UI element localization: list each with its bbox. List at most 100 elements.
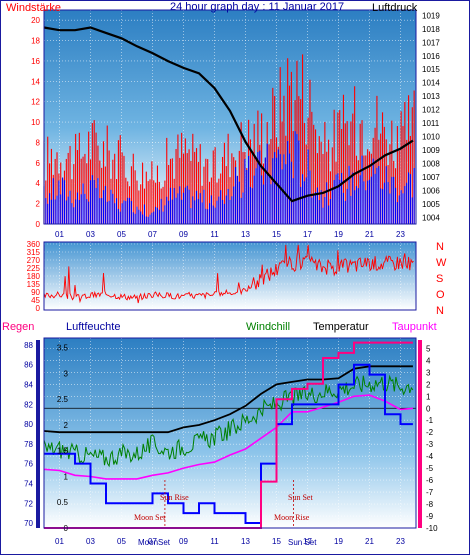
wind-panel-frame: [43, 9, 417, 225]
pressure-y-tick: 1012: [422, 106, 440, 115]
regen-label: Regen: [2, 321, 34, 333]
wind-y-tick: 10: [31, 118, 40, 127]
pressure-y-tick: 1008: [422, 159, 440, 168]
windstaerke-label: Windstärke: [6, 2, 61, 14]
humidity-y-tick: 84: [24, 381, 33, 390]
luftfeuchte-label: Luftfeuchte: [66, 321, 120, 333]
wind-y-tick: 14: [31, 77, 40, 86]
rain-y-tick: 3: [64, 369, 69, 378]
direction-y-tick: 270: [27, 256, 41, 265]
x-tick-label: 07: [148, 537, 157, 546]
pressure-y-tick: 1009: [422, 146, 440, 155]
direction-y-tick: 315: [27, 248, 41, 257]
x-tick-label: 05: [117, 537, 126, 546]
pressure-y-tick: 1016: [422, 52, 440, 61]
humidity-y-tick: 70: [24, 519, 33, 528]
direction-y-tick: 360: [27, 240, 41, 249]
x-tick-label: 15: [272, 230, 281, 239]
temp-y-tick: 0: [426, 404, 431, 413]
wind-y-tick: 6: [36, 159, 41, 168]
wind-direction-line: [43, 244, 414, 304]
humidity-y-tick: 82: [24, 400, 33, 409]
direction-letter-o: O: [436, 289, 445, 301]
wind-y-tick: 8: [36, 138, 41, 147]
temp-y-tick: -10: [426, 524, 438, 533]
x-tick-label: 01: [55, 230, 64, 239]
rain-y-tick: 1.5: [57, 447, 69, 456]
wind-y-tick: 18: [31, 37, 40, 46]
x-tick-label: 19: [334, 230, 343, 239]
x-tick-label: 23: [396, 537, 405, 546]
pressure-y-tick: 1011: [422, 119, 440, 128]
humidity-y-tick: 74: [24, 479, 33, 488]
rain-y-tick: 2.5: [57, 395, 69, 404]
direction-y-tick: 0: [36, 304, 41, 313]
direction-panel-frame: [43, 241, 417, 311]
x-tick-label: 13: [241, 537, 250, 546]
windchill-label: Windchill: [246, 321, 290, 333]
wind-y-tick: 20: [31, 16, 40, 25]
wind-y-tick: 2: [36, 200, 41, 209]
x-tick-label: 11: [210, 230, 219, 239]
x-tick-label: 09: [179, 537, 188, 546]
x-tick-label: 05: [117, 230, 126, 239]
temp-y-tick: -3: [426, 440, 434, 449]
x-tick-label: 07: [148, 230, 157, 239]
wind-y-tick: 4: [36, 179, 41, 188]
pressure-y-tick: 1007: [422, 173, 440, 182]
temp-y-tick: -4: [426, 452, 434, 461]
direction-y-tick: 45: [31, 296, 40, 305]
rain-y-tick: 0.5: [57, 498, 69, 507]
wind-series-layer: [43, 26, 415, 224]
temp-panel-frame: [43, 337, 417, 529]
x-tick-label: 01: [55, 537, 64, 546]
temp-y-tick: 1: [426, 392, 431, 401]
humidity-line: [44, 363, 413, 525]
rain-y-tick: 2: [64, 421, 69, 430]
direction-letter-w: W: [436, 257, 447, 269]
x-tick-label: 15: [272, 537, 281, 546]
temp-y-tick: -5: [426, 464, 434, 473]
humidity-y-tick: 86: [24, 361, 33, 370]
rain-y-tick: 1: [64, 472, 69, 481]
direction-letter-n2: N: [436, 305, 444, 317]
x-tick-label: 17: [303, 230, 312, 239]
moon-set-label: Moon Set: [134, 513, 166, 522]
x-tick-label: 03: [86, 230, 95, 239]
temp-y-tick: -7: [426, 488, 434, 497]
temperatur-label: Temperatur: [313, 321, 369, 333]
temp-y-tick: -2: [426, 428, 434, 437]
temp-y-tick: -8: [426, 500, 434, 509]
x-tick-label: 19: [334, 537, 343, 546]
direction-y-tick: 225: [27, 264, 41, 273]
moon-set-axis-label: MoonSet: [138, 538, 171, 547]
pressure-line: [43, 26, 414, 203]
temp-y-tick: 3: [426, 368, 431, 377]
dewpoint-line: [43, 394, 413, 480]
x-tick-label: 13: [241, 230, 250, 239]
wind-y-tick: 12: [31, 98, 40, 107]
pressure-y-tick: 1015: [422, 65, 440, 74]
x-tick-label: 03: [86, 537, 95, 546]
moon-rise-label: Moon Rise: [274, 513, 310, 522]
pressure-y-tick: 1018: [422, 25, 440, 34]
x-tick-label: 17: [303, 537, 312, 546]
direction-y-tick: 180: [27, 272, 41, 281]
temp-y-tick: 4: [426, 356, 431, 365]
direction-letter-s: S: [436, 273, 443, 285]
x-tick-label: 11: [210, 537, 219, 546]
x-tick-label: 21: [365, 537, 374, 546]
direction-series-layer: [43, 244, 414, 304]
pressure-y-tick: 1013: [422, 92, 440, 101]
sun-set-axis-label: Sun Set: [288, 538, 317, 547]
direction-letter-n: N: [436, 241, 444, 253]
pressure-y-tick: 1010: [422, 133, 440, 142]
dewpoint-axis-bar: [418, 340, 422, 528]
windchill-line: [43, 374, 414, 468]
pressure-y-tick: 1005: [422, 200, 440, 209]
temp-y-tick: 2: [426, 380, 431, 389]
pressure-y-tick: 1004: [422, 213, 440, 222]
